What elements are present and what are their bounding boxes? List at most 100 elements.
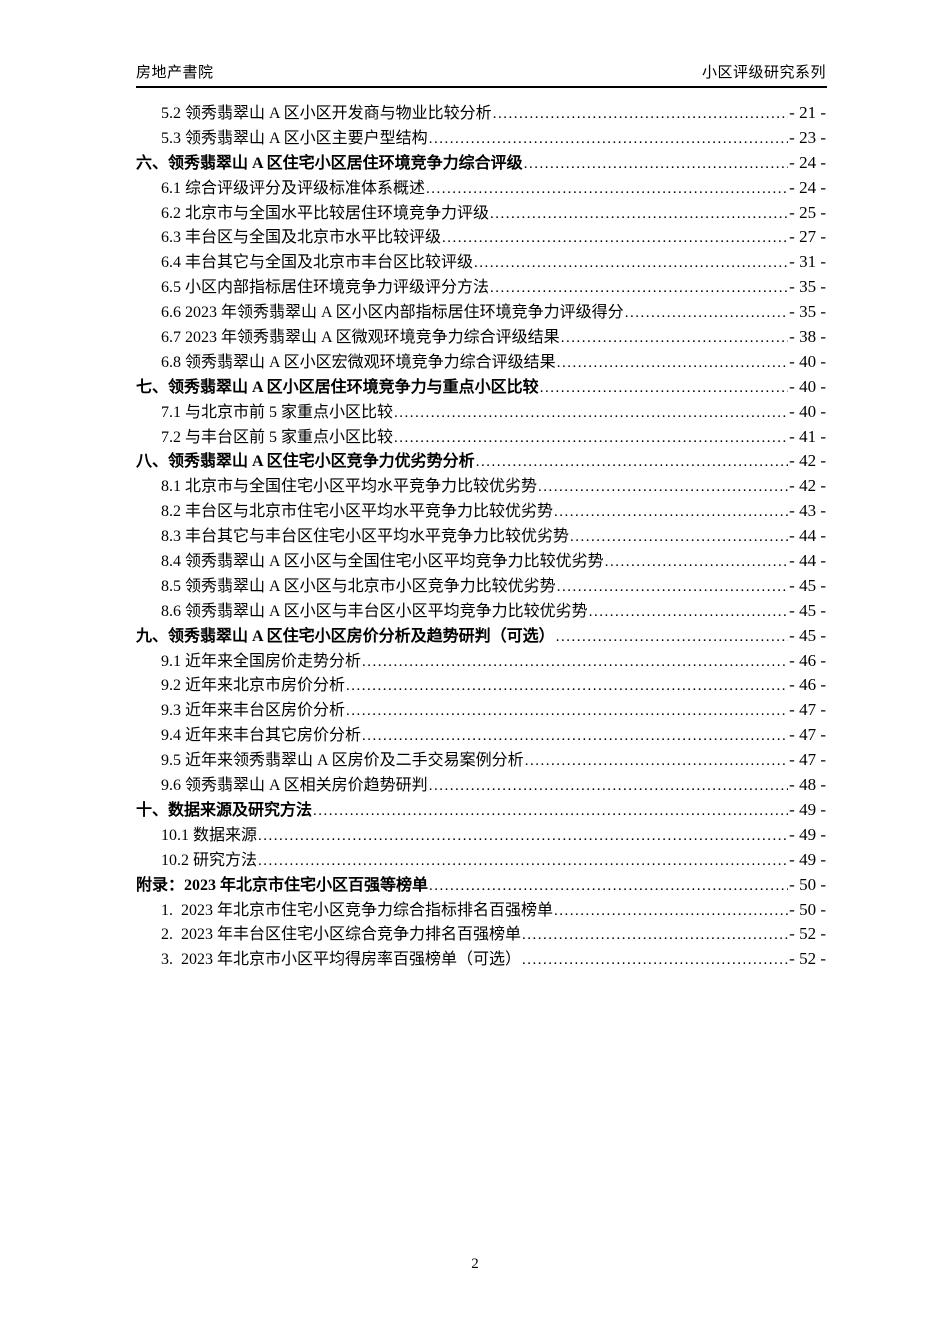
toc-entry-page: - 42 - [789,476,826,496]
toc-entry-page: - 50 - [789,874,826,894]
toc-entry-label: 10.1 数据来源 [161,826,258,844]
toc-entry[interactable]: 9.1 近年来全国房价走势分析 - 46 - [136,649,826,674]
toc-entry[interactable]: 5.3 领秀翡翠山 A 区小区主要户型结构 - 23 - [136,126,826,151]
toc-entry[interactable]: 9.3 近年来丰台区房价分析 - 47 - [136,698,826,723]
dot-leader [625,301,788,326]
header-left-text: 房地产書院 [136,64,214,81]
toc-entry[interactable]: 9.2 近年来北京市房价分析 - 46 - [136,673,826,698]
toc-entry-label: 5.2 领秀翡翠山 A 区小区开发商与物业比较分析 [161,105,492,122]
dot-leader [426,177,788,202]
toc-entry[interactable]: 十、数据来源及研究方法 - 49 - [136,798,826,823]
toc-entry-label: 8.5 领秀翡翠山 A 区小区与北京市小区竞争力比较优劣势 [161,577,556,595]
dot-leader [362,724,788,749]
toc-entry-page: - 52 - [789,949,826,969]
dot-leader [557,575,788,600]
toc-entry-page: - 46 - [789,650,826,670]
toc-entry-label: 六、领秀翡翠山 A 区住宅小区居住环境竞争力综合评级 [136,154,523,172]
toc-entry-label: 3. 2023 年北京市小区平均得房率百强榜单（可选） [161,951,522,969]
toc-entry[interactable]: 6.6 2023 年领秀翡翠山 A 区小区内部指标居住环境竞争力评级得分 - 3… [136,300,826,325]
toc-entry-page: - 49 - [789,799,826,819]
dot-leader [429,127,788,152]
toc-entry[interactable]: 8.5 领秀翡翠山 A 区小区与北京市小区竞争力比较优劣势 - 45 - [136,574,826,599]
toc-entry-label: 6.3 丰台区与全国及北京市水平比较评级 [161,229,442,247]
toc-entry[interactable]: 7.2 与丰台区前 5 家重点小区比较 - 41 - [136,425,826,450]
toc-entry[interactable]: 10.1 数据来源 - 49 - [136,823,826,848]
toc-entry-page: - 46 - [789,675,826,695]
toc-entry[interactable]: 9.5 近年来领秀翡翠山 A 区房价及二手交易案例分析 - 47 - [136,748,826,773]
dot-leader [476,450,788,475]
toc-entry[interactable]: 8.6 领秀翡翠山 A 区小区与丰台区小区平均竞争力比较优劣势 - 45 - [136,599,826,624]
toc-entry[interactable]: 附录：2023 年北京市住宅小区百强等榜单 - 50 - [136,873,826,898]
dot-leader [493,102,788,127]
toc-entry-page: - 31 - [789,252,826,272]
toc-entry-label: 9.6 领秀翡翠山 A 区相关房价趋势研判 [161,777,428,795]
toc-entry-page: - 41 - [789,426,826,446]
dot-leader [313,799,788,824]
toc-entry[interactable]: 七、领秀翡翠山 A 区小区居住环境竞争力与重点小区比较 - 40 - [136,375,826,400]
toc-entry-label: 十、数据来源及研究方法 [136,801,313,819]
toc-entry-label: 9.1 近年来全国房价走势分析 [161,652,362,670]
toc-entry-page: - 45 - [789,625,826,645]
toc-entry-page: - 24 - [789,152,826,172]
toc-entry[interactable]: 6.3 丰台区与全国及北京市水平比较评级 - 27 - [136,225,826,250]
toc-entry-page: - 40 - [789,401,826,421]
toc-entry-label: 6.5 小区内部指标居住环境竞争力评级评分方法 [161,279,490,297]
toc-entry-label: 七、领秀翡翠山 A 区小区居住环境竞争力与重点小区比较 [136,378,539,396]
toc-entry-page: - 27 - [789,227,826,247]
toc-entry[interactable]: 6.7 2023 年领秀翡翠山 A 区微观环境竞争力综合评级结果 - 38 - [136,325,826,350]
toc-entry[interactable]: 9.4 近年来丰台其它房价分析 - 47 - [136,723,826,748]
toc-entry[interactable]: 8.4 领秀翡翠山 A 区小区与全国住宅小区平均竞争力比较优劣势 - 44 - [136,549,826,574]
toc-entry-label: 8.2 丰台区与北京市住宅小区平均水平竞争力比较优劣势 [161,503,554,521]
toc-entry[interactable]: 6.1 综合评级评分及评级标准体系概述 - 24 - [136,176,826,201]
toc-entry-label: 6.2 北京市与全国水平比较居住环境竞争力评级 [161,204,490,222]
toc-entry-page: - 44 - [789,526,826,546]
toc-entry-page: - 44 - [789,551,826,571]
toc-entry[interactable]: 6.2 北京市与全国水平比较居住环境竞争力评级 - 25 - [136,201,826,226]
toc-entry[interactable]: 八、领秀翡翠山 A 区住宅小区竞争力优劣势分析 - 42 - [136,449,826,474]
dot-leader [540,376,788,401]
dot-leader [538,475,788,500]
toc-entry[interactable]: 7.1 与北京市前 5 家重点小区比较 - 40 - [136,400,826,425]
toc-entry[interactable]: 8.2 丰台区与北京市住宅小区平均水平竞争力比较优劣势 - 43 - [136,499,826,524]
toc-entry-page: - 47 - [789,750,826,770]
toc-entry-page: - 24 - [789,177,826,197]
toc-entry-label: 2. 2023 年丰台区住宅小区综合竞争力排名百强榜单 [161,926,522,944]
toc-entry-label: 6.4 丰台其它与全国及北京市丰台区比较评级 [161,254,474,272]
toc-entry-label: 9.5 近年来领秀翡翠山 A 区房价及二手交易案例分析 [161,752,524,770]
dot-leader [490,202,788,227]
toc-entry-label: 8.4 领秀翡翠山 A 区小区与全国住宅小区平均竞争力比较优劣势 [161,553,604,571]
dot-leader [346,674,788,699]
toc-entry[interactable]: 1. 2023 年北京市住宅小区竞争力综合指标排名百强榜单 - 50 - [136,898,826,923]
toc-entry-label: 10.2 研究方法 [161,851,258,869]
toc-entry[interactable]: 9.6 领秀翡翠山 A 区相关房价趋势研判 - 48 - [136,773,826,798]
toc-entry-label: 6.6 2023 年领秀翡翠山 A 区小区内部指标居住环境竞争力评级得分 [161,304,624,322]
toc-entry[interactable]: 3. 2023 年北京市小区平均得房率百强榜单（可选） - 52 - [136,947,826,972]
toc-entry-page: - 23 - [789,127,826,147]
toc-entry-page: - 42 - [789,451,826,471]
toc-entry[interactable]: 6.5 小区内部指标居住环境竞争力评级评分方法 - 35 - [136,275,826,300]
toc-entry[interactable]: 6.8 领秀翡翠山 A 区小区宏微观环境竞争力综合评级结果 - 40 - [136,350,826,375]
toc-entry-page: - 47 - [789,725,826,745]
toc-entry[interactable]: 九、领秀翡翠山 A 区住宅小区房价分析及趋势研判（可选） - 45 - [136,624,826,649]
toc-entry-label: 1. 2023 年北京市住宅小区竞争力综合指标排名百强榜单 [161,901,554,919]
toc-entry-page: - 21 - [789,103,826,122]
dot-leader [258,824,788,849]
dot-leader [554,899,788,924]
toc-entry[interactable]: 8.1 北京市与全国住宅小区平均水平竞争力比较优劣势 - 42 - [136,474,826,499]
toc-entry-label: 6.1 综合评级评分及评级标准体系概述 [161,179,426,197]
dot-leader [570,525,788,550]
toc-entry-page: - 25 - [789,202,826,222]
dot-leader [561,326,788,351]
dot-leader [429,874,788,899]
toc-entry-label: 9.2 近年来北京市房价分析 [161,677,346,695]
toc-entry[interactable]: 6.4 丰台其它与全国及北京市丰台区比较评级 - 31 - [136,250,826,275]
toc-entry[interactable]: 8.3 丰台其它与丰台区住宅小区平均水平竞争力比较优劣势 - 44 - [136,524,826,549]
toc-entry[interactable]: 2. 2023 年丰台区住宅小区综合竞争力排名百强榜单 - 52 - [136,922,826,947]
toc-entry[interactable]: 10.2 研究方法 - 49 - [136,848,826,873]
dot-leader [524,152,788,177]
toc-entry-label: 8.3 丰台其它与丰台区住宅小区平均水平竞争力比较优劣势 [161,528,570,546]
toc-entry-label: 9.4 近年来丰台其它房价分析 [161,727,362,745]
toc-entry[interactable]: 六、领秀翡翠山 A 区住宅小区居住环境竞争力综合评级 - 24 - [136,151,826,176]
toc-entry[interactable]: 5.2 领秀翡翠山 A 区小区开发商与物业比较分析 - 21 - [136,101,826,126]
